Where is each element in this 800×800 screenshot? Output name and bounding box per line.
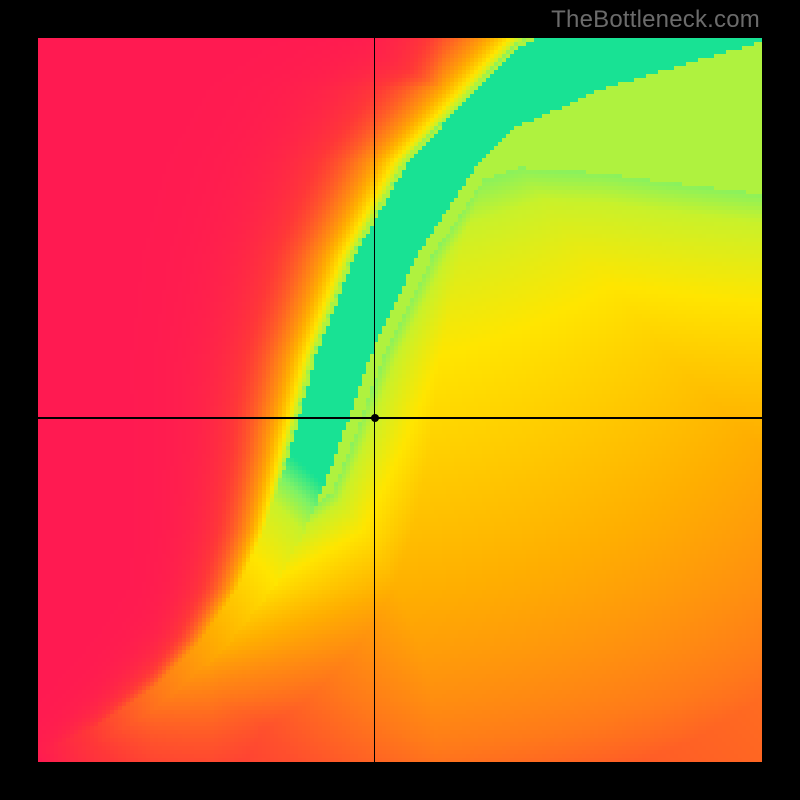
crosshair-vertical xyxy=(374,38,376,762)
watermark-text: TheBottleneck.com xyxy=(551,6,760,34)
heatmap-canvas xyxy=(38,38,762,762)
crosshair-horizontal xyxy=(38,417,762,419)
chart-container: TheBottleneck.com xyxy=(0,0,800,800)
crosshair-marker xyxy=(371,414,379,422)
